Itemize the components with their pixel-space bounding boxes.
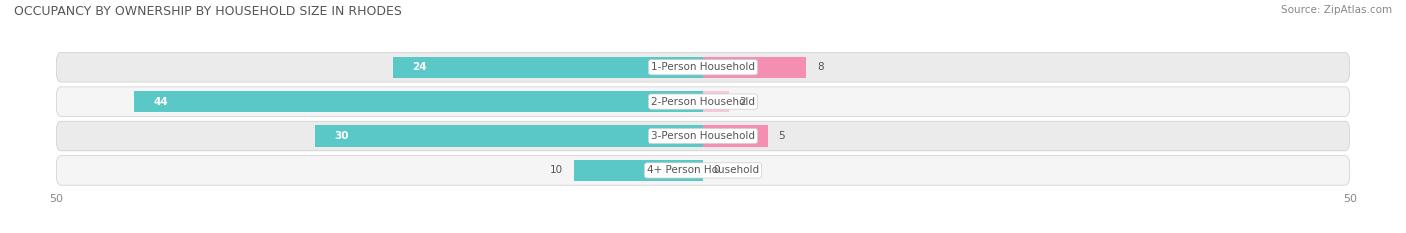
Text: 5: 5 (778, 131, 785, 141)
FancyBboxPatch shape (56, 52, 1350, 82)
Bar (703, 57, 807, 78)
Text: 30: 30 (335, 131, 349, 141)
Text: 2: 2 (740, 97, 745, 107)
Text: 1-Person Household: 1-Person Household (651, 62, 755, 72)
Bar (703, 91, 728, 112)
Text: 3-Person Household: 3-Person Household (651, 131, 755, 141)
Bar (315, 125, 703, 147)
Bar (703, 125, 768, 147)
Text: 10: 10 (550, 165, 564, 175)
Text: 0: 0 (713, 165, 720, 175)
Text: 44: 44 (153, 97, 167, 107)
Text: OCCUPANCY BY OWNERSHIP BY HOUSEHOLD SIZE IN RHODES: OCCUPANCY BY OWNERSHIP BY HOUSEHOLD SIZE… (14, 5, 402, 18)
FancyBboxPatch shape (56, 156, 1350, 185)
Text: 2-Person Household: 2-Person Household (651, 97, 755, 107)
Text: 24: 24 (412, 62, 426, 72)
Legend: Owner-occupied, Renter-occupied: Owner-occupied, Renter-occupied (574, 229, 832, 233)
Bar (392, 57, 703, 78)
Text: Source: ZipAtlas.com: Source: ZipAtlas.com (1281, 5, 1392, 15)
FancyBboxPatch shape (56, 121, 1350, 151)
Bar (574, 160, 703, 181)
Text: 8: 8 (817, 62, 824, 72)
Text: 4+ Person Household: 4+ Person Household (647, 165, 759, 175)
FancyBboxPatch shape (56, 87, 1350, 116)
Bar (134, 91, 703, 112)
